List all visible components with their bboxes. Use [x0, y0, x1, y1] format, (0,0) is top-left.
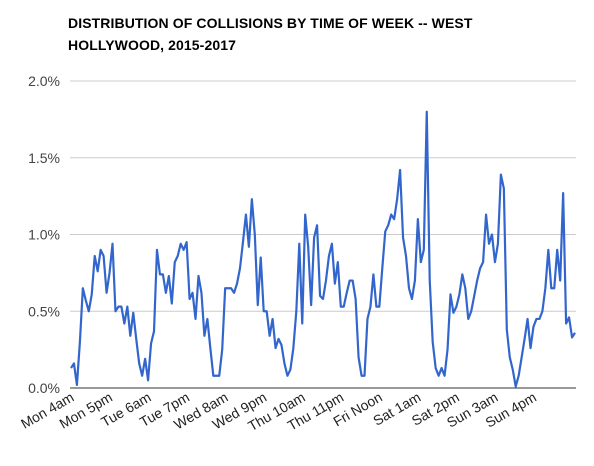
chart-title: DISTRIBUTION OF COLLISIONS BY TIME OF WE…: [68, 15, 473, 53]
series-line: [70, 110, 576, 388]
y-tick-label: 0.5%: [28, 303, 60, 319]
y-axis-ticks: 0.0% 0.5% 1.0% 1.5% 2.0%: [28, 73, 60, 396]
y-tick-label: 1.5%: [28, 150, 60, 166]
y-tick-label: 2.0%: [28, 73, 60, 89]
y-tick-label: 0.0%: [28, 380, 60, 396]
y-tick-label: 1.0%: [28, 227, 60, 243]
